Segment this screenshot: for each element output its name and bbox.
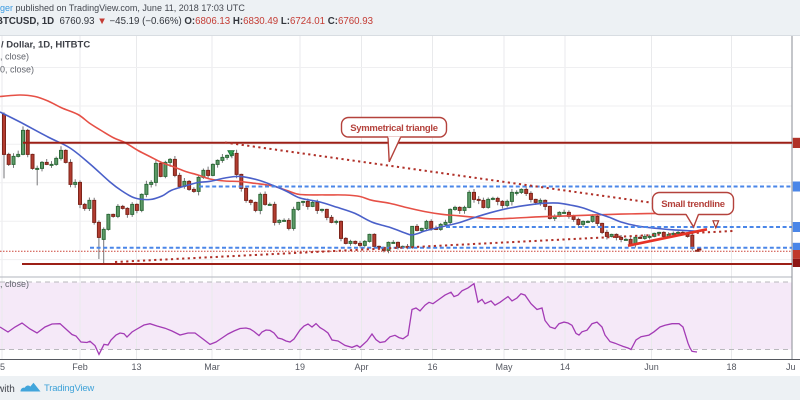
svg-text:Symmetrical triangle: Symmetrical triangle <box>350 123 437 134</box>
svg-text:0, close): 0, close) <box>0 65 34 75</box>
svg-text:Jun: Jun <box>644 362 659 372</box>
svg-text:May: May <box>495 362 513 372</box>
svg-text:Feb: Feb <box>72 362 88 372</box>
svg-text:/ Dollar, 1D, HITBTC: / Dollar, 1D, HITBTC <box>1 40 90 51</box>
svg-text:Small trendline: Small trendline <box>661 199 725 210</box>
svg-text:Ju: Ju <box>786 362 796 372</box>
svg-text:18: 18 <box>726 362 736 372</box>
svg-text:16: 16 <box>427 362 437 372</box>
svg-text:5: 5 <box>0 362 5 372</box>
svg-text:14: 14 <box>560 362 570 372</box>
svg-text:Mar: Mar <box>204 362 220 372</box>
svg-text:, close): , close) <box>0 279 29 289</box>
svg-text:13: 13 <box>131 362 141 372</box>
svg-text:Apr: Apr <box>354 362 368 372</box>
svg-text:19: 19 <box>295 362 305 372</box>
svg-text:, close): , close) <box>0 52 29 62</box>
